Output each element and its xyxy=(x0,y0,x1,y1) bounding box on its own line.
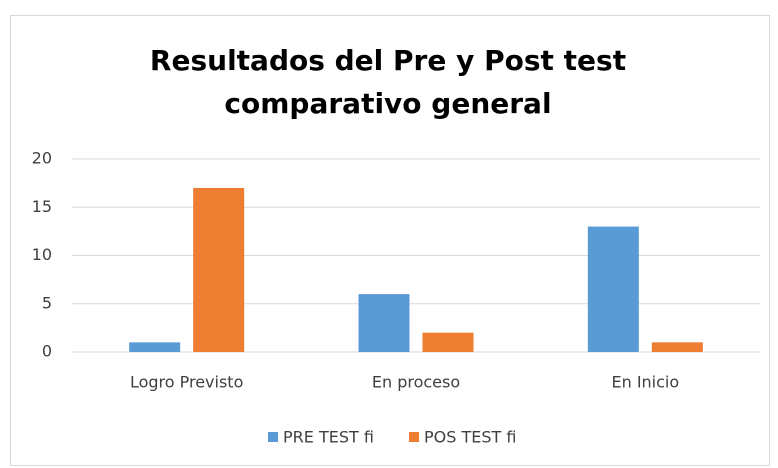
y-tick-label: 5 xyxy=(42,293,52,312)
bar xyxy=(651,342,703,352)
y-tick-label: 20 xyxy=(32,149,52,168)
x-tick-label: En proceso xyxy=(372,373,460,392)
legend-label: PRE TEST fi xyxy=(283,428,374,447)
y-tick-label: 0 xyxy=(42,342,52,361)
legend-swatch xyxy=(268,432,278,442)
legend-label: POS TEST fi xyxy=(424,428,516,447)
x-tick-label: En Inicio xyxy=(611,373,679,392)
legend-swatch xyxy=(409,432,419,442)
bar xyxy=(587,226,639,352)
y-tick-label: 15 xyxy=(32,197,52,216)
x-tick-label: Logro Previsto xyxy=(130,373,243,392)
y-tick-label: 10 xyxy=(32,245,52,264)
bar xyxy=(129,342,181,352)
bar xyxy=(193,187,245,352)
chart-title: Resultados del Pre y Post test xyxy=(150,44,626,77)
chart-title: comparativo general xyxy=(224,87,551,120)
bar xyxy=(422,332,474,352)
bar xyxy=(358,294,410,352)
chart-border xyxy=(10,15,770,466)
